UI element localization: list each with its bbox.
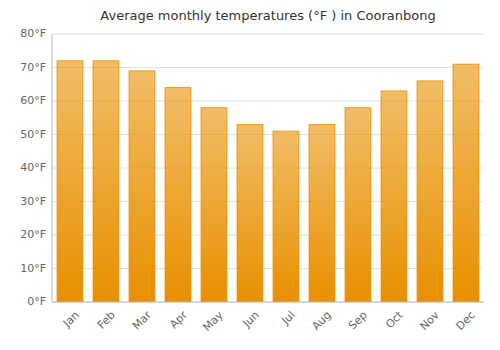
bar — [345, 108, 371, 302]
y-tick-label: 40°F — [20, 161, 46, 174]
bars — [57, 61, 479, 302]
x-tick-label: Sep — [346, 309, 370, 333]
bar — [201, 108, 227, 302]
bar — [309, 124, 335, 302]
bar — [453, 64, 479, 302]
x-tick-label: Dec — [454, 309, 478, 333]
x-tick-label: Apr — [167, 308, 190, 331]
x-tick-label: Jun — [240, 309, 262, 331]
bar — [93, 61, 119, 302]
y-tick-label: 70°F — [20, 61, 46, 74]
grid-line — [52, 34, 484, 35]
bar — [417, 81, 443, 302]
x-tick-label: Nov — [417, 308, 442, 333]
chart-title: Average monthly temperatures (°F ) in Co… — [100, 8, 435, 23]
x-tick-label: Oct — [383, 308, 406, 331]
x-tick-label: Jul — [278, 309, 297, 328]
x-axis: Jan Feb Mar Apr May Jun Jul Aug Sep Oct Nov Dec — [60, 308, 478, 334]
y-tick-label: 20°F — [20, 228, 46, 241]
bar — [273, 131, 299, 302]
chart-container: 0°F 10°F 20°F 30°F 40°F 50°F 60°F 70°F 80°F Jan Fe… — [0, 0, 500, 350]
y-tick-label: 0°F — [27, 295, 46, 308]
x-tick-label: Jan — [60, 309, 82, 331]
grid-line — [52, 302, 484, 303]
y-tick-label: 30°F — [20, 195, 46, 208]
x-tick-label: Aug — [309, 309, 333, 333]
bar — [165, 88, 191, 302]
x-axis-line — [52, 302, 484, 303]
bar — [381, 91, 407, 302]
y-tick-label: 60°F — [20, 94, 46, 107]
bar — [57, 61, 83, 302]
bar — [237, 124, 263, 302]
y-tick-label: 10°F — [20, 262, 46, 275]
x-tick-label: May — [200, 308, 226, 334]
y-grid — [52, 34, 484, 302]
bar — [129, 71, 155, 302]
chart-svg: 0°F 10°F 20°F 30°F 40°F 50°F 60°F 70°F 80°F Jan Fe… — [0, 0, 500, 350]
y-axis-line — [52, 34, 53, 302]
x-tick-label: Mar — [130, 308, 154, 332]
y-tick-label: 50°F — [20, 128, 46, 141]
y-axis: 0°F 10°F 20°F 30°F 40°F 50°F 60°F 70°F 80°F — [20, 27, 46, 308]
y-tick-label: 80°F — [20, 27, 46, 40]
x-tick-label: Feb — [95, 309, 118, 332]
